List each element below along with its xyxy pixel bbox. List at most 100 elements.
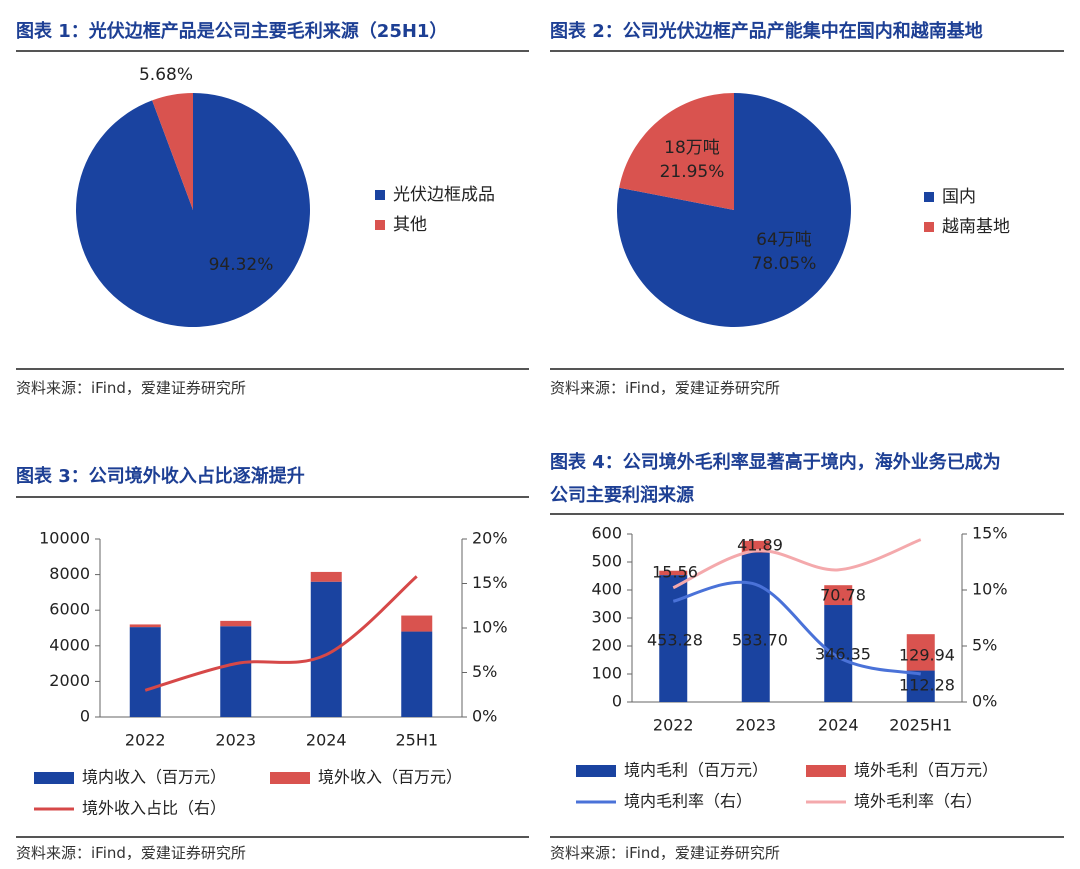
fig2-data-label-1-0: 18万吨: [664, 138, 720, 158]
fig4-ytick-label-5: 500: [591, 552, 622, 571]
fig4-bar-1-3: [906, 634, 935, 671]
fig2-bottom-rule: [550, 368, 1064, 370]
fig3-bar-1-2: [310, 571, 342, 582]
fig4-ytick-label-1: 100: [591, 664, 622, 683]
fig4-xtick-label-0: 2022: [653, 716, 694, 735]
fig4-bar-label-1-3: 129.94: [899, 646, 955, 665]
fig4-ytick-label-6: 600: [591, 524, 622, 543]
fig3-bar-1-0: [129, 624, 161, 628]
fig4-legend-swatch-0: [576, 765, 616, 777]
fig3-y2tick-label-0: 0%: [472, 707, 497, 726]
fig4-legend-label-1: 境外毛利（百万元）: [854, 761, 998, 780]
fig4-bar-label-1-1: 41.89: [737, 536, 783, 555]
fig1-slice-其他: [152, 93, 193, 210]
fig3-legend-label-2: 境外收入占比（右）: [82, 799, 226, 818]
fig2-legend-label-0: 国内: [942, 187, 976, 207]
fig4-xtick-label-3: 2025H1: [889, 716, 952, 735]
fig4-line-1: [672, 538, 922, 590]
fig3-ytick-label-5: 10000: [39, 529, 90, 548]
fig3-y2tick-label-2: 10%: [472, 618, 508, 637]
fig2-top-rule: [550, 50, 1064, 52]
fig1-legend-label-0: 光伏边框成品: [393, 185, 495, 205]
fig4-bar-0-3: [906, 670, 935, 702]
fig3-bar-1-3: [401, 615, 433, 632]
fig2-slice-越南基地: [619, 93, 734, 210]
fig3-xtick-label-3: 25H1: [395, 731, 438, 750]
fig4-xtick-label-1: 2023: [735, 716, 776, 735]
fig3-legend-label-1: 境外收入（百万元）: [318, 768, 462, 787]
fig2-legend-label-1: 越南基地: [942, 217, 1010, 237]
fig3-y2tick-label-1: 5%: [472, 662, 497, 681]
fig4-source: 资料来源：iFind，爱建证券研究所: [550, 844, 780, 862]
fig4-bar-1-1: [741, 540, 770, 553]
fig4-bar-label-1-2: 70.78: [820, 586, 866, 605]
fig2-data-label-0-0: 64万吨: [756, 230, 812, 250]
fig1-bottom-rule: [16, 368, 529, 370]
fig4-bar-label-0-2: 346.35: [815, 645, 871, 664]
fig3-bar-0-0: [129, 627, 161, 717]
fig3-legend-swatch-0: [34, 772, 74, 784]
fig1-legend-label-1: 其他: [393, 215, 427, 235]
fig4-legend-label-3: 境外毛利率（右）: [854, 792, 982, 811]
fig2-legend-swatch-0: [924, 192, 934, 202]
fig4-y2tick-label-2: 10%: [972, 580, 1008, 599]
fig2-legend-swatch-1: [924, 222, 934, 232]
fig3-top-rule: [16, 496, 529, 498]
fig4-legend-label-0: 境内毛利（百万元）: [624, 761, 768, 780]
fig4-legend-swatch-1: [806, 765, 846, 777]
fig3-ytick-label-0: 0: [80, 707, 90, 726]
fig1-slice-光伏边框成品: [76, 93, 311, 327]
fig4-bar-0-0: [659, 575, 688, 702]
fig3-xtick-label-2: 2024: [306, 731, 347, 750]
fig4-title-line2: 公司主要利润来源: [550, 485, 694, 506]
fig3-bar-0-1: [220, 626, 252, 717]
fig4-bar-1-0: [659, 570, 688, 576]
fig1-title: 图表 1：光伏边框产品是公司主要毛利来源（25H1）: [16, 21, 448, 42]
fig3-ytick-label-2: 4000: [49, 635, 90, 654]
fig2-data-label-0-1: 78.05%: [752, 254, 817, 274]
fig1-source: 资料来源：iFind，爱建证券研究所: [16, 379, 246, 397]
fig3-legend-swatch-1: [270, 772, 310, 784]
fig4-bar-label-0-0: 453.28: [647, 631, 703, 650]
fig4-y2tick-label-0: 0%: [972, 692, 997, 711]
fig4-y2tick-label-1: 5%: [972, 636, 997, 655]
fig1-legend-swatch-1: [375, 220, 385, 230]
fig3-xtick-label-0: 2022: [125, 731, 166, 750]
fig4-line-0: [672, 580, 922, 676]
fig3-ytick-label-4: 8000: [49, 564, 90, 583]
fig4-bottom-rule: [550, 836, 1064, 838]
fig4-ytick-label-0: 0: [612, 692, 622, 711]
fig1-data-label-1: 5.68%: [139, 65, 193, 85]
fig3-source: 资料来源：iFind，爱建证券研究所: [16, 844, 246, 862]
fig4-ytick-label-3: 300: [591, 608, 622, 627]
fig3-y2tick-label-4: 20%: [472, 529, 508, 548]
fig4-bar-label-0-1: 533.70: [732, 631, 788, 650]
fig3-ytick-label-3: 6000: [49, 600, 90, 619]
fig2-title: 图表 2：公司光伏边框产品产能集中在国内和越南基地: [550, 21, 983, 42]
fig3-bar-1-1: [220, 620, 252, 627]
fig4-bar-label-0-3: 112.28: [899, 676, 955, 695]
fig3-title: 图表 3：公司境外收入占比逐渐提升: [16, 466, 305, 487]
fig4-ytick-label-2: 200: [591, 636, 622, 655]
fig4-top-rule: [550, 513, 1064, 515]
fig4-legend-label-2: 境内毛利率（右）: [624, 792, 752, 811]
fig3-line-0: [144, 575, 418, 692]
fig3-xtick-label-1: 2023: [215, 731, 256, 750]
fig4-xtick-label-2: 2024: [818, 716, 859, 735]
fig1-data-label-0: 94.32%: [209, 255, 274, 275]
fig1-legend-swatch-0: [375, 190, 385, 200]
fig4-bar-1-2: [824, 585, 853, 606]
fig3-y2tick-label-3: 15%: [472, 573, 508, 592]
fig2-source: 资料来源：iFind，爱建证券研究所: [550, 379, 780, 397]
fig2-data-label-1-1: 21.95%: [660, 162, 725, 182]
fig4-bar-label-1-0: 15.56: [652, 563, 698, 582]
fig3-legend-label-0: 境内收入（百万元）: [82, 768, 226, 787]
fig4-bar-0-1: [741, 552, 770, 702]
fig4-bar-0-2: [824, 605, 853, 702]
fig4-ytick-label-4: 400: [591, 580, 622, 599]
fig3-bottom-rule: [16, 836, 529, 838]
fig4-y2tick-label-3: 15%: [972, 524, 1008, 543]
fig4-title-line1: 图表 4：公司境外毛利率显著高于境内，海外业务已成为: [550, 452, 1001, 473]
fig3-bar-0-3: [401, 631, 433, 717]
